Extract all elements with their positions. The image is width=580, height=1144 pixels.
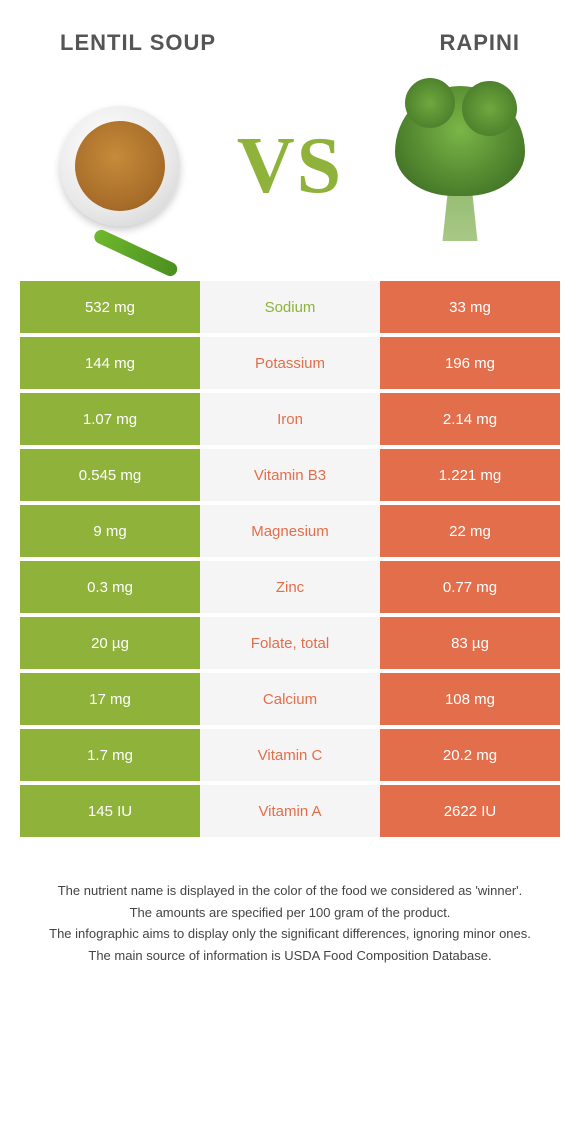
footer-line: The main source of information is USDA F… bbox=[30, 946, 550, 966]
left-value: 0.545 mg bbox=[20, 449, 200, 501]
right-value: 1.221 mg bbox=[380, 449, 560, 501]
nutrient-name: Folate, total bbox=[200, 617, 380, 669]
table-row: 144 mgPotassium196 mg bbox=[20, 337, 560, 389]
nutrient-name: Iron bbox=[200, 393, 380, 445]
footer-line: The nutrient name is displayed in the co… bbox=[30, 881, 550, 901]
food-left-image bbox=[40, 86, 200, 246]
nutrient-name: Vitamin B3 bbox=[200, 449, 380, 501]
left-value: 20 µg bbox=[20, 617, 200, 669]
left-value: 9 mg bbox=[20, 505, 200, 557]
right-value: 83 µg bbox=[380, 617, 560, 669]
left-value: 17 mg bbox=[20, 673, 200, 725]
nutrient-name: Calcium bbox=[200, 673, 380, 725]
food-right-title: RAPINI bbox=[439, 30, 520, 56]
table-row: 532 mgSodium33 mg bbox=[20, 281, 560, 333]
nutrient-name: Potassium bbox=[200, 337, 380, 389]
footer-line: The infographic aims to display only the… bbox=[30, 924, 550, 944]
right-value: 0.77 mg bbox=[380, 561, 560, 613]
nutrient-name: Zinc bbox=[200, 561, 380, 613]
nutrient-name: Vitamin C bbox=[200, 729, 380, 781]
table-row: 9 mgMagnesium22 mg bbox=[20, 505, 560, 557]
right-value: 108 mg bbox=[380, 673, 560, 725]
left-value: 144 mg bbox=[20, 337, 200, 389]
footer-line: The amounts are specified per 100 gram o… bbox=[30, 903, 550, 923]
hero-section: VS bbox=[0, 61, 580, 281]
nutrient-name: Sodium bbox=[200, 281, 380, 333]
right-value: 2622 IU bbox=[380, 785, 560, 837]
food-left-title: LENTIL SOUP bbox=[60, 30, 216, 56]
left-value: 532 mg bbox=[20, 281, 200, 333]
right-value: 2.14 mg bbox=[380, 393, 560, 445]
table-row: 1.07 mgIron2.14 mg bbox=[20, 393, 560, 445]
left-value: 0.3 mg bbox=[20, 561, 200, 613]
footer-notes: The nutrient name is displayed in the co… bbox=[0, 841, 580, 987]
table-row: 145 IUVitamin A2622 IU bbox=[20, 785, 560, 837]
table-row: 20 µgFolate, total83 µg bbox=[20, 617, 560, 669]
table-row: 1.7 mgVitamin C20.2 mg bbox=[20, 729, 560, 781]
table-row: 0.3 mgZinc0.77 mg bbox=[20, 561, 560, 613]
food-right-image bbox=[380, 86, 540, 246]
nutrient-table: 532 mgSodium33 mg144 mgPotassium196 mg1.… bbox=[20, 281, 560, 837]
table-row: 0.545 mgVitamin B31.221 mg bbox=[20, 449, 560, 501]
left-value: 145 IU bbox=[20, 785, 200, 837]
right-value: 196 mg bbox=[380, 337, 560, 389]
left-value: 1.07 mg bbox=[20, 393, 200, 445]
right-value: 33 mg bbox=[380, 281, 560, 333]
left-value: 1.7 mg bbox=[20, 729, 200, 781]
table-row: 17 mgCalcium108 mg bbox=[20, 673, 560, 725]
nutrient-name: Vitamin A bbox=[200, 785, 380, 837]
vs-label: VS bbox=[237, 121, 343, 212]
nutrient-name: Magnesium bbox=[200, 505, 380, 557]
right-value: 20.2 mg bbox=[380, 729, 560, 781]
right-value: 22 mg bbox=[380, 505, 560, 557]
